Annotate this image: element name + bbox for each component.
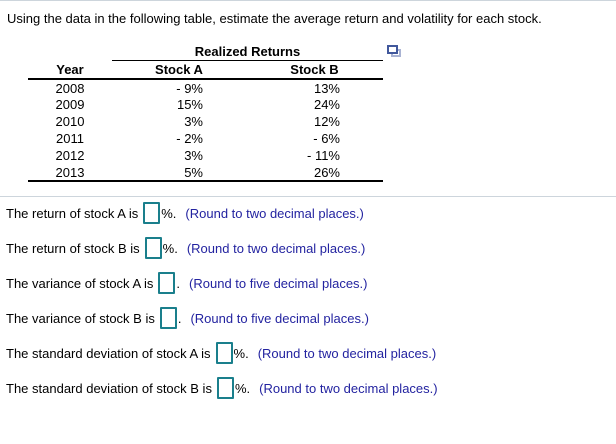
answer-line: The return of stock A is %. (Round to tw…: [6, 202, 438, 224]
rounding-hint: (Round to five decimal places.): [189, 275, 368, 291]
year-cell: 2013: [28, 164, 112, 182]
answer-line: The return of stock B is %. (Round to tw…: [6, 237, 438, 259]
table-row: 2011 - 2% - 6%: [28, 130, 383, 147]
year-cell: 2009: [55, 97, 85, 112]
table-row: 2013 5% 26%: [28, 164, 383, 182]
popout-icon-back-layer: [387, 45, 398, 54]
question-prompt: Using the data in the following table, e…: [7, 11, 542, 26]
stock-b-cell: 13%: [313, 80, 340, 96]
stock-a-cell: - 9%: [176, 80, 203, 96]
answer-input[interactable]: [144, 237, 162, 259]
stock-b-cell: - 11%: [307, 148, 340, 163]
answer-suffix: %.: [161, 205, 177, 221]
stock-b-cell: 26%: [246, 164, 383, 182]
section-divider: [0, 196, 616, 197]
answer-input[interactable]: [159, 307, 177, 329]
answer-suffix: .: [177, 310, 182, 326]
table-span-header: Realized Returns: [112, 43, 383, 61]
year-cell: 2008: [55, 80, 85, 96]
table-row: 2012 3% - 11%: [28, 147, 383, 164]
col-header-stock-b: Stock B: [246, 60, 383, 80]
answer-suffix: %.: [233, 345, 249, 361]
answer-line: The variance of stock B is . (Round to f…: [6, 307, 438, 329]
table-row: 2008 - 9% 13%: [28, 79, 383, 96]
stock-a-cell: 15%: [176, 97, 203, 112]
answer-input[interactable]: [143, 202, 161, 224]
year-cell: 2012: [55, 148, 85, 163]
stock-a-cell: 3%: [184, 148, 203, 163]
table-corner-spacer: [28, 43, 112, 60]
answer-suffix: .: [176, 275, 181, 291]
answer-prefix: The variance of stock A is: [6, 275, 154, 291]
answer-input[interactable]: [215, 342, 233, 364]
stock-a-cell: 3%: [184, 114, 203, 129]
top-border-rule: [0, 0, 616, 1]
table-span-header-row: Realized Returns: [28, 43, 383, 61]
rounding-hint: (Round to two decimal places.): [257, 345, 437, 361]
stock-b-cell: 24%: [313, 97, 340, 112]
stock-b-cell: 12%: [313, 114, 340, 129]
year-cell: 2011: [56, 131, 84, 146]
year-cell: 2010: [55, 114, 85, 129]
table-row: 2010 3% 12%: [28, 113, 383, 130]
col-header-year: Year: [28, 60, 112, 80]
answer-input[interactable]: [216, 377, 234, 399]
answer-prefix: The variance of stock B is: [6, 310, 155, 326]
answer-line: The standard deviation of stock A is %. …: [6, 342, 438, 364]
stock-a-cell: 5%: [112, 164, 246, 182]
answer-suffix: %.: [234, 380, 251, 396]
rounding-hint: (Round to five decimal places.): [190, 310, 369, 326]
rounding-hint: (Round to two decimal places.): [186, 240, 366, 256]
answers-section: The return of stock A is %. (Round to tw…: [6, 202, 438, 412]
answer-prefix: The standard deviation of stock A is: [6, 345, 211, 361]
answer-prefix: The return of stock A is: [6, 205, 139, 221]
answer-suffix: %.: [162, 240, 178, 256]
realized-returns-table: Realized Returns Year Stock A Stock B 20…: [28, 43, 383, 182]
table-row: 2009 15% 24%: [28, 96, 383, 113]
table-column-header-row: Year Stock A Stock B: [28, 60, 383, 80]
rounding-hint: (Round to two decimal places.): [185, 205, 364, 221]
answer-input[interactable]: [158, 272, 176, 294]
answer-prefix: The standard deviation of stock B is: [6, 380, 212, 396]
popout-table-icon[interactable]: [387, 45, 402, 58]
answer-prefix: The return of stock B is: [6, 240, 140, 256]
answer-line: The variance of stock A is . (Round to f…: [6, 272, 438, 294]
answer-line: The standard deviation of stock B is %. …: [6, 377, 438, 399]
rounding-hint: (Round to two decimal places.): [259, 380, 438, 396]
stock-b-cell: - 6%: [313, 131, 340, 146]
stock-a-cell: - 2%: [176, 131, 203, 146]
col-header-stock-a: Stock A: [112, 60, 246, 80]
